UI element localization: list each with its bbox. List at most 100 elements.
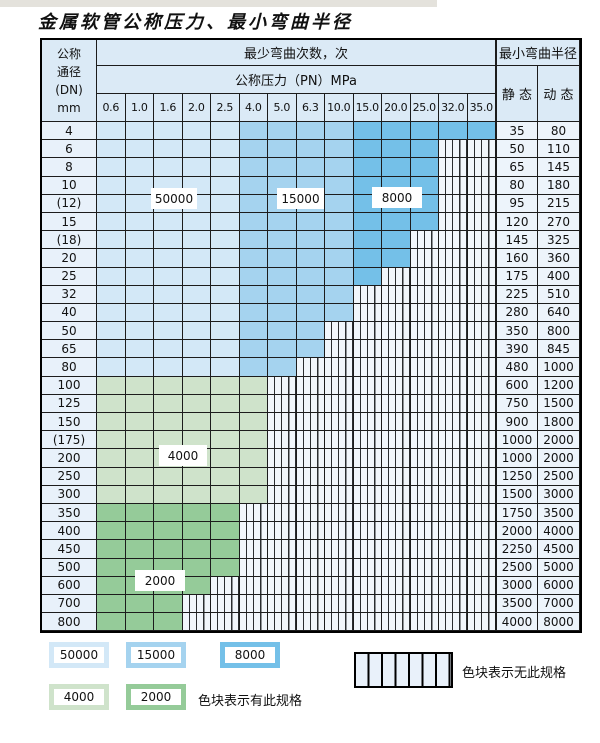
cell-dn500-pn4.0 [239, 558, 268, 577]
cell-dn8-pn32.0 [439, 158, 468, 177]
static-radius-dn800: 4000 [496, 613, 538, 632]
static-radius-dn200: 1000 [496, 449, 538, 468]
cell-dn350-pn6.3 [296, 503, 325, 523]
cell-dn15-pn6.3 [296, 212, 325, 232]
cell-dn600-pn32.0 [439, 576, 468, 595]
cell-dn20-pn1.6 [154, 249, 183, 268]
cell-dn15-pn10.0 [325, 212, 354, 232]
dynamic-radius-dn350: 3500 [538, 503, 580, 523]
cell-dn350-pn4.0 [239, 503, 268, 523]
cell-dn250-pn10.0 [325, 467, 354, 486]
cell-dn400-pn1.0 [125, 522, 154, 541]
dynamic-radius-dn300: 3000 [538, 485, 580, 504]
cell-dn40-pn2.5 [211, 303, 240, 323]
static-radius-dn125: 750 [496, 394, 538, 413]
cell-dn200-pn32.0 [439, 449, 468, 468]
cell-dn150-pn2.5 [211, 413, 240, 432]
cell-dn15-pn32.0 [439, 212, 468, 232]
cell-dn32-pn1.0 [125, 285, 154, 304]
legend-chip-4000: 4000 [49, 684, 109, 710]
cell-dn450-pn15.0 [353, 540, 382, 559]
cell-dn80-pn20.0 [382, 358, 411, 377]
cell-dn800-pn2.0 [182, 613, 211, 632]
cell-dn125-pn35.0 [467, 394, 496, 413]
pressure-tick-2.5: 2.5 [211, 94, 240, 122]
cell-dn4-pn25.0 [410, 122, 439, 141]
cell-dn150-pn0.6 [97, 413, 126, 432]
dn-label-600: 600 [42, 576, 97, 595]
cell-dn100-pn2.0 [182, 376, 211, 395]
cell-dn800-pn35.0 [467, 613, 496, 632]
dn-label-4: 4 [42, 122, 97, 141]
cell-dn(12)-pn0.6 [97, 194, 126, 213]
cell-dn400-pn32.0 [439, 522, 468, 541]
dn-label-(12): (12) [42, 194, 97, 213]
cell-dn4-pn2.0 [182, 122, 211, 141]
cell-dn700-pn25.0 [410, 594, 439, 614]
cell-dn10-pn35.0 [467, 176, 496, 195]
static-radius-dn10: 80 [496, 176, 538, 195]
cell-dn10-pn32.0 [439, 176, 468, 195]
cell-dn450-pn25.0 [410, 540, 439, 559]
cell-dn65-pn10.0 [325, 340, 354, 359]
cell-dn8-pn4.0 [239, 158, 268, 177]
cell-dn250-pn20.0 [382, 467, 411, 486]
cycle-count-label-2000: 2000 [135, 570, 185, 591]
cell-dn125-pn5.0 [268, 394, 297, 413]
cell-dn10-pn2.5 [211, 176, 240, 195]
dynamic-radius-dn10: 180 [538, 176, 580, 195]
cell-dn8-pn1.0 [125, 158, 154, 177]
cell-dn200-pn6.3 [296, 449, 325, 468]
cell-dn400-pn4.0 [239, 522, 268, 541]
cell-dn6-pn1.6 [154, 140, 183, 159]
cell-dn400-pn5.0 [268, 522, 297, 541]
cell-dn700-pn35.0 [467, 594, 496, 614]
cell-dn65-pn15.0 [353, 340, 382, 359]
cell-dn600-pn0.6 [97, 576, 126, 595]
dynamic-radius-dn50: 800 [538, 322, 580, 341]
cell-dn6-pn0.6 [97, 140, 126, 159]
pressure-tick-1.0: 1.0 [125, 94, 154, 122]
dynamic-radius-dn400: 4000 [538, 522, 580, 541]
cell-dn300-pn1.0 [125, 485, 154, 504]
cell-dn300-pn2.0 [182, 485, 211, 504]
cell-dn300-pn1.6 [154, 485, 183, 504]
cell-dn(12)-pn1.0 [125, 194, 154, 213]
cell-dn(18)-pn1.6 [154, 231, 183, 250]
cell-dn300-pn25.0 [410, 485, 439, 504]
cell-dn25-pn2.5 [211, 267, 240, 286]
cell-dn6-pn35.0 [467, 140, 496, 159]
pressure-tick-6.3: 6.3 [296, 94, 325, 122]
static-radius-dn450: 2250 [496, 540, 538, 559]
dn-label-8: 8 [42, 158, 97, 177]
cell-dn(18)-pn10.0 [325, 231, 354, 250]
cell-dn15-pn20.0 [382, 212, 411, 232]
cell-dn40-pn1.0 [125, 303, 154, 323]
cell-dn(18)-pn2.0 [182, 231, 211, 250]
corner-header-line-3: mm [57, 100, 81, 115]
cell-dn4-pn0.6 [97, 122, 126, 141]
cell-dn250-pn0.6 [97, 467, 126, 486]
cell-dn(175)-pn0.6 [97, 431, 126, 450]
cell-dn8-pn6.3 [296, 158, 325, 177]
dn-label-32: 32 [42, 285, 97, 304]
cell-dn100-pn15.0 [353, 376, 382, 395]
cell-dn350-pn10.0 [325, 503, 354, 523]
cell-dn20-pn4.0 [239, 249, 268, 268]
cell-dn500-pn2.0 [182, 558, 211, 577]
pressure-tick-32.0: 32.0 [439, 94, 468, 122]
dynamic-radius-dn150: 1800 [538, 413, 580, 432]
cell-dn450-pn35.0 [467, 540, 496, 559]
cell-dn100-pn6.3 [296, 376, 325, 395]
cell-dn6-pn5.0 [268, 140, 297, 159]
dn-label-200: 200 [42, 449, 97, 468]
cell-dn20-pn10.0 [325, 249, 354, 268]
cell-dn4-pn20.0 [382, 122, 411, 141]
cell-dn40-pn32.0 [439, 303, 468, 323]
cell-dn40-pn0.6 [97, 303, 126, 323]
dn-label-100: 100 [42, 376, 97, 395]
static-radius-dn6: 50 [496, 140, 538, 159]
cell-dn400-pn6.3 [296, 522, 325, 541]
static-radius-dn(175): 1000 [496, 431, 538, 450]
cell-dn600-pn2.5 [211, 576, 240, 595]
